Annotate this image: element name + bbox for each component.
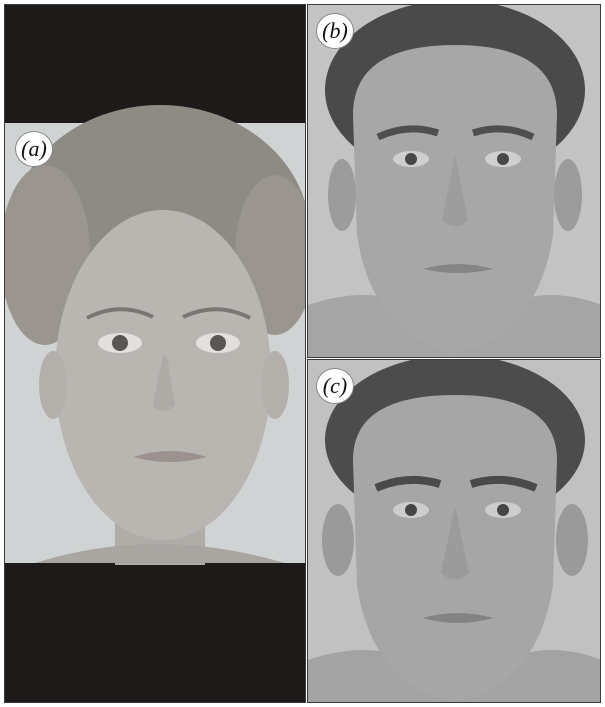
mouth <box>423 264 493 273</box>
nose <box>441 506 469 580</box>
right-iris <box>497 153 509 165</box>
left-ear <box>328 159 356 231</box>
left-brow <box>374 475 442 492</box>
left-brow <box>86 307 154 320</box>
left-ear <box>39 351 67 419</box>
top-bar <box>5 5 305 123</box>
right-ear <box>556 504 588 576</box>
mouth <box>133 451 207 462</box>
right-brow <box>182 307 251 320</box>
right-iris <box>497 504 509 516</box>
right-ear <box>261 351 289 419</box>
female-face-image <box>5 5 305 702</box>
right-brow <box>471 125 535 141</box>
male-face-image-c <box>308 360 600 702</box>
panel-c-label: (c) <box>316 368 354 404</box>
left-brow <box>376 125 440 141</box>
panel-a: (a) <box>4 4 306 703</box>
nose <box>442 155 468 227</box>
male-face-image-b <box>308 5 600 357</box>
nose <box>153 355 175 411</box>
panel-b: (b) <box>307 4 601 358</box>
panel-b-label: (b) <box>316 13 354 49</box>
panel-a-label: (a) <box>15 131 53 167</box>
mouth <box>423 613 493 623</box>
right-brow <box>469 475 538 492</box>
left-iris <box>405 153 417 165</box>
right-ear <box>554 159 582 231</box>
right-iris <box>210 335 226 351</box>
shoulders <box>35 544 285 563</box>
left-iris <box>112 335 128 351</box>
left-iris <box>405 504 417 516</box>
bottom-bar <box>5 563 305 702</box>
panel-c: (c) <box>307 359 601 703</box>
left-ear <box>322 504 354 576</box>
